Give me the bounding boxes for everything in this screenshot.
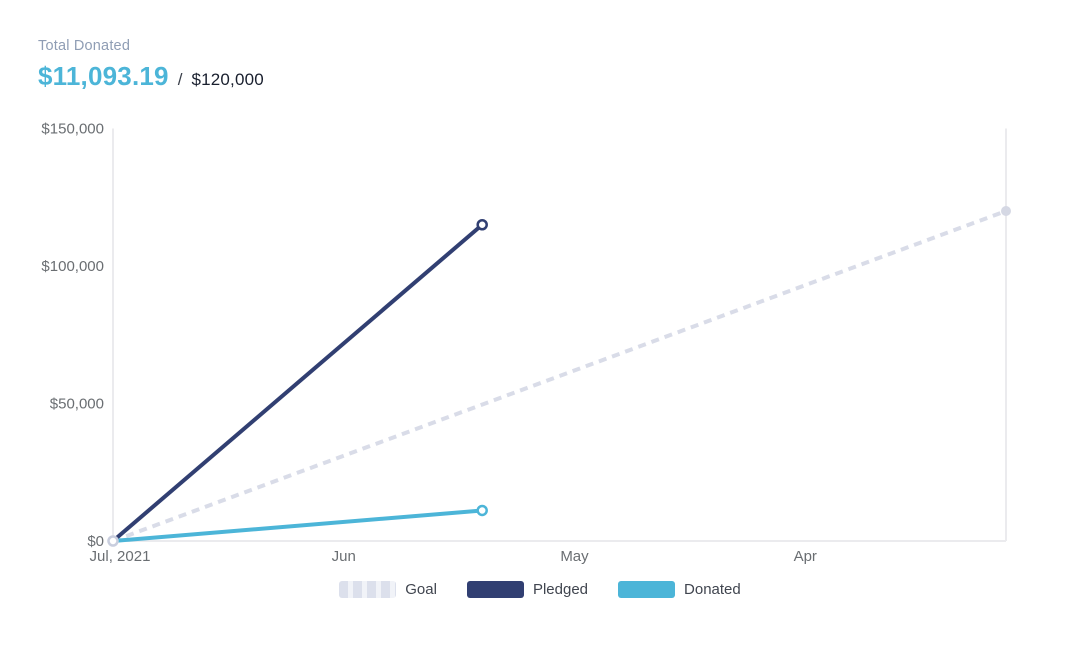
x-tick-label: Jun	[332, 548, 356, 565]
legend-item-goal[interactable]: Goal	[339, 581, 437, 598]
marker-goal-end	[1001, 206, 1011, 216]
series-line-donated	[112, 508, 483, 543]
marker-donated-end	[476, 504, 488, 517]
series-line-pledged	[111, 223, 484, 543]
y-tick-label: $100,000	[41, 258, 104, 275]
x-tick-label: Apr	[794, 548, 817, 565]
series-line-goal	[112, 209, 1007, 543]
legend-label-pledged: Pledged	[532, 581, 589, 598]
legend-label-goal: Goal	[405, 581, 437, 598]
marker-pledged-end	[476, 219, 488, 231]
header-title: Total Donated	[38, 38, 131, 54]
y-tick-label: $0	[87, 533, 104, 550]
y-tick-label: $150,000	[41, 121, 104, 138]
y-tick-label: $50,000	[50, 396, 104, 413]
legend-item-donated[interactable]: Donated	[618, 581, 741, 598]
x-tick-label: May	[560, 548, 589, 565]
total-donated-header: Total Donated $11,093.19 / $120,000	[38, 38, 264, 92]
legend-swatch-donated	[618, 581, 676, 598]
legend-swatch-pledged	[466, 581, 524, 598]
header-amounts: $11,093.19 / $120,000	[38, 61, 264, 92]
goal-amount: $120,000	[191, 70, 264, 89]
amount-separator: /	[177, 70, 183, 89]
chart-legend: Goal Pledged Donated	[0, 581, 1080, 598]
donated-amount: $11,093.19	[38, 61, 169, 91]
x-tick-label: Jul, 2021	[90, 548, 151, 565]
legend-swatch-goal	[339, 581, 397, 598]
legend-item-pledged[interactable]: Pledged	[466, 581, 589, 598]
chart-plot-area: $0 $50,000 $100,000 $150,000 Jul, 2021 Jun May…	[41, 121, 1011, 565]
legend-label-donated: Donated	[684, 581, 741, 598]
marker-origin	[107, 535, 119, 547]
